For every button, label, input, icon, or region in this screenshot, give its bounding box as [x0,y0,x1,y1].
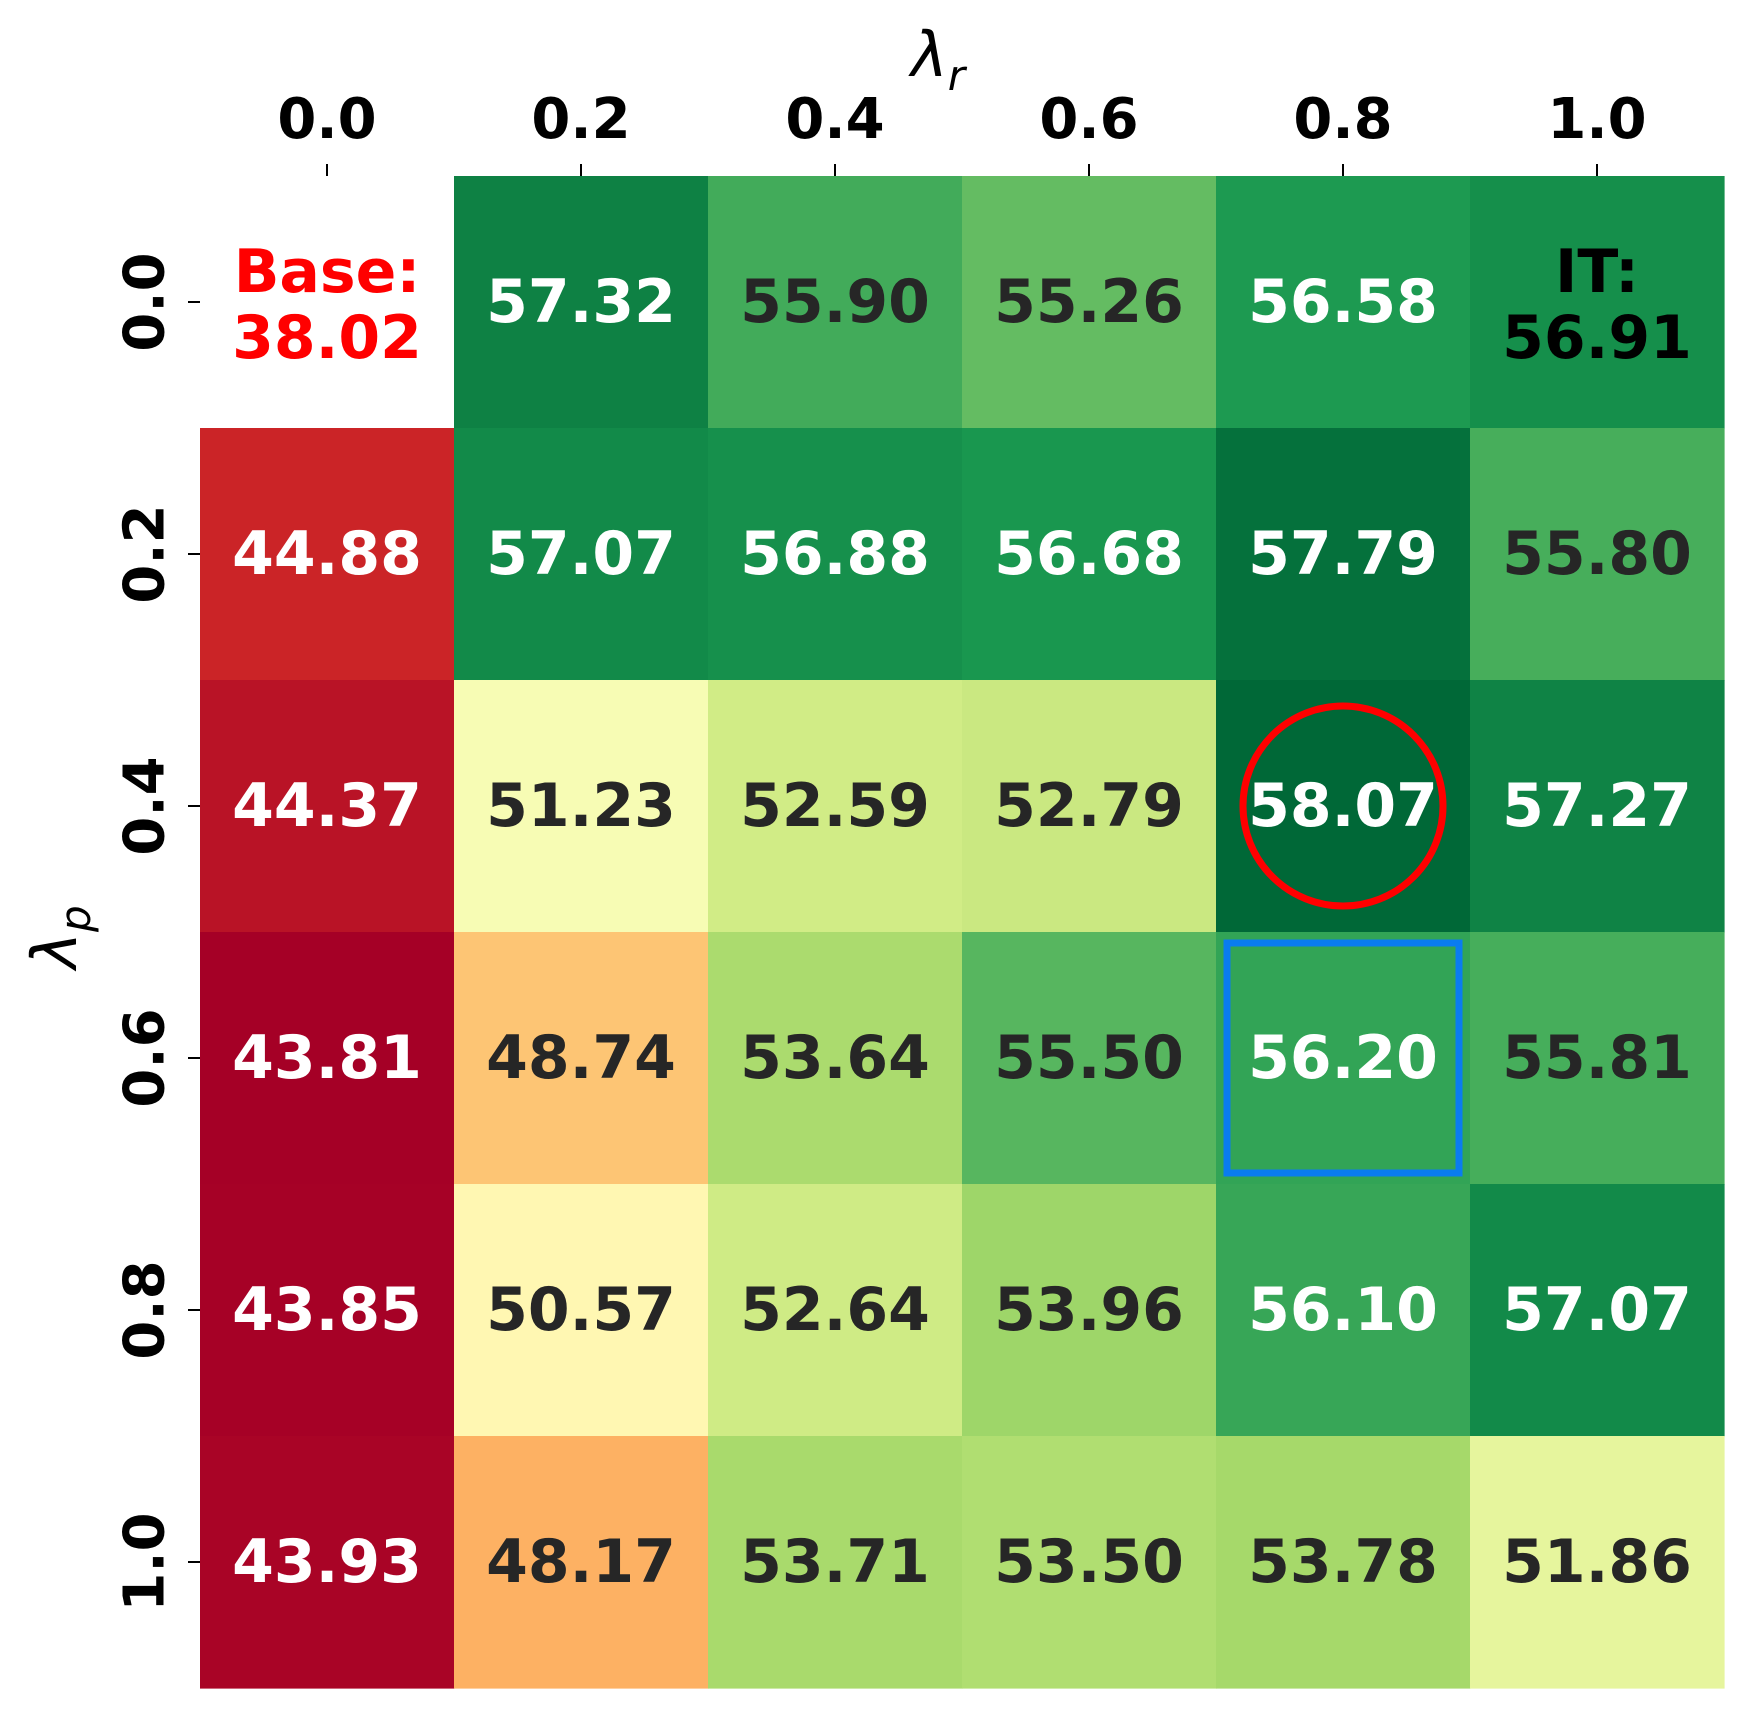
heatmap-cell-r3-c5 [1470,932,1725,1185]
cell-value-r2-c4: 58.07 [1248,771,1438,841]
y-axis-ticks: 0.0 0.2 0.4 0.6 0.8 1.0 [113,252,200,1612]
cell-value-r3-c0: 43.81 [232,1023,422,1093]
cell-value-r5-c3: 53.50 [994,1527,1184,1597]
x-axis-ticks: 0.0 0.2 0.4 0.6 0.8 1.0 [277,87,1647,176]
cell-value-r2-c5: 57.27 [1502,771,1692,841]
x-tick-label: 0.4 [785,87,884,152]
cell-annotation-r0-c5: IT: 56.91 [1502,237,1692,373]
cell-value-r0-c3: 55.26 [994,267,1184,337]
cell-value-r5-c5: 51.86 [1502,1527,1692,1597]
heatmap-cell-r3-c0 [200,932,455,1185]
cell-value-r2-c1: 51.23 [486,771,676,841]
heatmap-cell-r5-c1 [454,1436,709,1689]
heatmap-cell-r5-c5 [1470,1436,1725,1689]
y-tick-label: 0.8 [113,1260,178,1359]
heatmap-cell-labels: Base: 38.02 57.32 55.90 55.26 56.58 IT: 56.91 44… [232,237,1692,1597]
cell-value-r1-c1: 57.07 [486,519,676,589]
heatmap-cell-r5-c4 [1216,1436,1471,1689]
y-tick-label: 1.0 [113,1512,178,1611]
heatmap-cell-r4-c1 [454,1184,709,1437]
cell-value-r4-c3: 53.96 [994,1275,1184,1345]
cell-value-r0-c1: 57.32 [486,267,676,337]
cell-value-r4-c4: 56.10 [1248,1275,1438,1345]
heatmap-cell-r0-c3 [962,176,1217,429]
heatmap-cell-r4-c0 [200,1184,455,1437]
y-tick-label: 0.6 [113,1008,178,1107]
cell-value-r0-c4: 56.58 [1248,267,1438,337]
heatmap-cell-r1-c2 [708,428,963,681]
cell-value-r2-c3: 52.79 [994,771,1184,841]
cell-value-r4-c2: 52.64 [740,1275,930,1345]
heatmap-cell-r2-c0 [200,680,455,933]
cell-value-r3-c1: 48.74 [486,1023,676,1093]
highlight-circle [1239,702,1447,910]
heatmap-cell-r0-c2 [708,176,963,429]
cell-value-r3-c3: 55.50 [994,1023,1184,1093]
cell-value-r3-c4: 56.20 [1248,1023,1438,1093]
heatmap-cell-r3-c1 [454,932,709,1185]
heatmap-cell-r4-c5 [1470,1184,1725,1437]
y-tick-label: 0.2 [113,504,178,603]
x-tick-label: 0.0 [277,87,376,152]
cell-value-r1-c0: 44.88 [232,519,422,589]
cell-value-r3-c2: 53.64 [740,1023,930,1093]
cell-value-r5-c4: 53.78 [1248,1527,1438,1597]
heatmap-cell-r1-c1 [454,428,709,681]
x-tick-label: 0.8 [1293,87,1392,152]
heatmap-cell-r1-c4 [1216,428,1471,681]
heatmap-cells [200,176,1725,1689]
y-tick-label: 0.0 [113,252,178,351]
cell-value-r2-c0: 44.37 [232,771,422,841]
heatmap-cell-r1-c5 [1470,428,1725,681]
cell-value-r1-c5: 55.80 [1502,519,1692,589]
cell-value-r4-c5: 57.07 [1502,1275,1692,1345]
cell-value-r5-c2: 53.71 [740,1527,930,1597]
x-tick-label: 0.2 [531,87,630,152]
heatmap-cell-r5-c2 [708,1436,963,1689]
highlight-markers [1223,702,1463,1177]
heatmap-cell-r2-c5 [1470,680,1725,933]
heatmap-cell-r3-c3 [962,932,1217,1185]
cell-value-r1-c2: 56.88 [740,519,930,589]
heatmap-cell-r2-c4 [1216,680,1471,933]
cell-value-r1-c4: 57.79 [1248,519,1438,589]
cell-value-r0-c2: 55.90 [740,267,930,337]
cell-value-r5-c0: 43.93 [232,1527,422,1597]
heatmap-cell-r5-c3 [962,1436,1217,1689]
x-tick-label: 0.6 [1039,87,1138,152]
cell-value-r4-c1: 50.57 [486,1275,676,1345]
heatmap-cell-r4-c3 [962,1184,1217,1437]
heatmap-cell-r4-c4 [1216,1184,1471,1437]
highlight-rectangle [1223,939,1463,1177]
cell-annotation-r0-c0: Base: 38.02 [232,237,422,373]
cell-value-r2-c2: 52.59 [740,771,930,841]
x-tick-label: 1.0 [1547,87,1646,152]
y-axis-label: λp [18,905,100,971]
heatmap-cell-r2-c2 [708,680,963,933]
cell-value-r3-c5: 55.81 [1502,1023,1692,1093]
y-tick-label: 0.4 [113,756,178,855]
heatmap-cell-r1-c0 [200,428,455,681]
heatmap-cell-r0-c4 [1216,176,1471,429]
heatmap-cell-r0-c1 [454,176,709,429]
heatmap-cell-r3-c4 [1216,932,1471,1185]
heatmap-cell-r2-c3 [962,680,1217,933]
heatmap-cell-r5-c0 [200,1436,455,1689]
cell-value-r5-c1: 48.17 [486,1527,676,1597]
heatmap-cell-r4-c2 [708,1184,963,1437]
heatmap-cell-r1-c3 [962,428,1217,681]
cell-value-r1-c3: 56.68 [994,519,1184,589]
x-axis-label: λr [908,18,968,100]
heatmap-cell-r0-c5 [1470,176,1725,429]
heatmap-cell-r3-c2 [708,932,963,1185]
cell-value-r4-c0: 43.85 [232,1275,422,1345]
heatmap-cell-r2-c1 [454,680,709,933]
